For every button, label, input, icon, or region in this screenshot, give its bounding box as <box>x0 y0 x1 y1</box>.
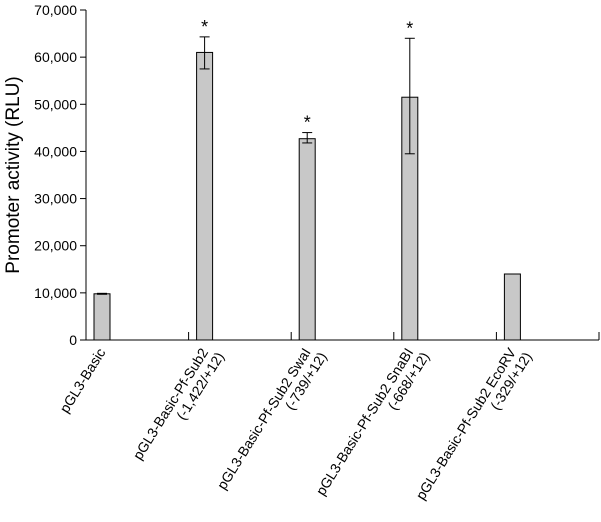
bar <box>298 138 316 341</box>
y-axis-label: Promoter activity (RLU) <box>3 76 24 273</box>
plot-area: 0 10,000 20,000 30,000 40,000 50,000 60,000 70,… <box>34 2 600 503</box>
x-category-label: pGL3-Basic-Pf-Sub2 EcoRV <box>412 345 519 503</box>
bar <box>196 51 214 341</box>
x-category-label: pGL3-Basic <box>56 345 108 416</box>
x-category-label: pGL3-Basic-Pf-Sub2 SwaI <box>214 345 314 492</box>
y-tick-label: 20,000 <box>34 238 77 254</box>
significance-marker: * <box>201 17 208 37</box>
y-tick-label: 70,000 <box>34 2 77 18</box>
y-tick-label: 0 <box>69 332 77 348</box>
x-category-label: pGL3-Basic-Pf-Sub2 SnaBI <box>312 345 416 498</box>
y-tick-label: 50,000 <box>34 96 77 112</box>
significance-marker: * <box>406 18 413 38</box>
y-tick-label: 10,000 <box>34 285 77 301</box>
bar <box>93 293 111 341</box>
y-tick-label: 60,000 <box>34 49 77 65</box>
significance-marker: * <box>304 113 311 133</box>
y-tick-label: 30,000 <box>34 191 77 207</box>
x-category-label: pGL3-Basic-Pf-Sub2 <box>130 345 212 463</box>
y-tick-label: 40,000 <box>34 143 77 159</box>
bar <box>503 273 521 341</box>
